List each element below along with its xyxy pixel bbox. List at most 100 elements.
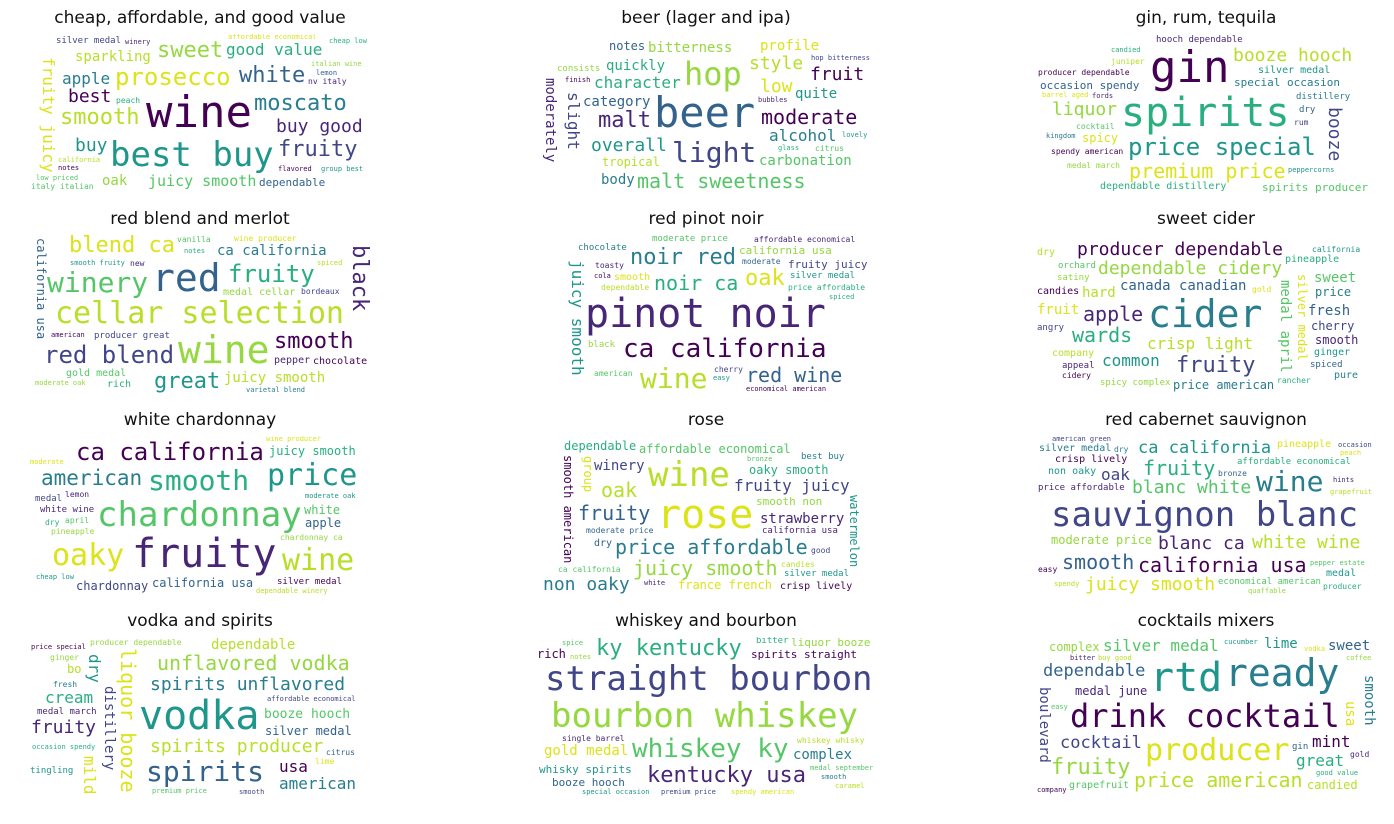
cloud-word: canada canadian bbox=[1120, 278, 1247, 294]
cloud-word: varietal blend bbox=[246, 386, 306, 394]
cloud-word: low bbox=[760, 76, 793, 97]
cloud-word: unflavored vodka bbox=[157, 651, 350, 675]
cloud-word: medal march bbox=[37, 707, 97, 717]
cloud-word: fruity bbox=[578, 501, 651, 525]
cloud-word: wine bbox=[648, 455, 730, 495]
cloud-word: fruit bbox=[810, 64, 865, 85]
cloud-word: pineapple bbox=[1277, 439, 1332, 450]
cloud-word: wine bbox=[640, 362, 708, 395]
cloud-word: tingling bbox=[30, 766, 74, 776]
cloud-word: style bbox=[749, 53, 804, 74]
cloud-word: american bbox=[279, 774, 357, 793]
cloud-word: gold medal bbox=[544, 743, 629, 759]
cloud-word: california bbox=[58, 156, 101, 164]
cloud-word: caramel bbox=[835, 782, 865, 790]
cloud-word: white wine bbox=[40, 505, 95, 515]
panel-4: red pinot noir pinot noir noir ca ca calif… bbox=[536, 207, 876, 403]
cloud-word: silver medal bbox=[1258, 65, 1331, 76]
cloud-word: lovely bbox=[842, 131, 868, 139]
panel-title: red cabernet sauvignon bbox=[1105, 410, 1307, 430]
cloud-word: california bbox=[1312, 245, 1361, 254]
cloud-word: dry bbox=[1037, 247, 1056, 258]
cloud-word: juicy smooth bbox=[224, 370, 326, 386]
cloud-word: silver medal bbox=[56, 36, 122, 46]
cloud-word: juicy smooth bbox=[1085, 574, 1216, 595]
cloud-word: california usa bbox=[34, 238, 48, 340]
word-cloud: pinot noir noir ca ca california juicy smoo… bbox=[536, 235, 876, 395]
cloud-word: moderate price bbox=[586, 526, 654, 535]
cloud-word: kentucky usa bbox=[647, 763, 806, 788]
cloud-word: usa bbox=[1342, 701, 1358, 727]
cloud-word: blanc ca bbox=[1158, 533, 1245, 554]
cloud-word: great bbox=[154, 369, 221, 394]
panel-7: rose rose price affordable wine fruity juicy… bbox=[536, 408, 876, 604]
cloud-word: notes bbox=[609, 39, 646, 53]
cloud-word: common bbox=[1102, 351, 1160, 370]
cloud-word: appeal bbox=[1062, 361, 1095, 371]
cloud-word: white bbox=[239, 63, 306, 88]
cloud-word: chocolate bbox=[578, 243, 627, 253]
cloud-word: premium price bbox=[152, 787, 207, 795]
cloud-word: low priced bbox=[36, 174, 79, 182]
cloud-word: liquor bbox=[1052, 99, 1118, 120]
cloud-word: angry bbox=[1037, 323, 1065, 333]
cloud-word: medal september bbox=[810, 764, 874, 772]
word-cloud: rose price affordable wine fruity juicy smoo… bbox=[536, 436, 876, 596]
cloud-word: boulevard bbox=[1036, 687, 1052, 763]
cloud-word: silver medal bbox=[277, 577, 343, 587]
cloud-word: sweet bbox=[1314, 270, 1357, 286]
cloud-word: fruity bbox=[31, 717, 97, 738]
cloud-word: consists bbox=[557, 64, 601, 74]
cloud-word: strawberry bbox=[760, 511, 845, 527]
word-cloud: chardonnay fruity smooth ca california price… bbox=[30, 436, 370, 596]
cloud-word: premium price bbox=[1129, 159, 1286, 183]
cloud-word: ca california bbox=[623, 334, 827, 364]
cloud-word: kingdom bbox=[1046, 132, 1076, 140]
cloud-word: apple bbox=[305, 516, 342, 530]
cloud-word: great bbox=[1296, 751, 1345, 770]
panel-3: red blend and merlot cellar selection red… bbox=[30, 207, 370, 403]
cloud-word: moderate bbox=[761, 105, 858, 129]
cloud-word: italian wine bbox=[311, 60, 362, 68]
cloud-word: orchard bbox=[1058, 261, 1096, 271]
cloud-word: silver medal bbox=[1039, 443, 1112, 454]
cloud-word: group bbox=[581, 456, 595, 493]
cloud-word: wine bbox=[282, 543, 355, 578]
cloud-word: slight bbox=[564, 92, 583, 150]
cloud-word: apple bbox=[1083, 302, 1144, 326]
cloud-word: spicy complex bbox=[1100, 378, 1171, 388]
cloud-word: overall bbox=[591, 135, 667, 156]
cloud-word: wine producer bbox=[266, 436, 321, 443]
cloud-word: spiced bbox=[317, 259, 343, 267]
cloud-word: spirits producer bbox=[150, 736, 324, 757]
panel-5: sweet cider cider crisp light canada canad… bbox=[1036, 207, 1376, 403]
panel-title: cheap, affordable, and good value bbox=[54, 8, 346, 28]
cloud-word: body bbox=[601, 172, 635, 188]
panel-9: vodka and spirits vodka liquor booze spiri… bbox=[30, 609, 370, 805]
cloud-word: bubbles bbox=[758, 96, 788, 104]
cloud-word: dependable bbox=[211, 637, 296, 653]
cloud-word: price affordable bbox=[1038, 483, 1125, 493]
cloud-word: spirits bbox=[1121, 90, 1290, 136]
cloud-word: crisp lively bbox=[1055, 454, 1128, 465]
cloud-word: oak bbox=[1101, 465, 1130, 484]
cloud-word: oak bbox=[601, 478, 638, 502]
cloud-word: spendy american bbox=[1051, 147, 1124, 156]
cloud-word: juicy smooth bbox=[269, 444, 356, 458]
cloud-word: booze hooch bbox=[552, 776, 625, 789]
cloud-word: ginger bbox=[1314, 347, 1351, 358]
cloud-word: economical american bbox=[1218, 577, 1321, 587]
cloud-word: gold bbox=[1350, 750, 1370, 759]
cloud-word: buy good bbox=[276, 116, 363, 137]
cloud-word: fruity bbox=[228, 260, 315, 288]
cloud-word: beer bbox=[654, 88, 756, 137]
cloud-word: cucumber bbox=[1224, 638, 1258, 646]
cloud-word: smooth bbox=[239, 788, 265, 796]
cloud-word: medal cellar bbox=[223, 287, 296, 298]
cloud-word: france french bbox=[678, 578, 772, 592]
cloud-word: fruity juicy bbox=[788, 258, 868, 271]
cloud-word: best bbox=[68, 86, 112, 107]
cloud-word: peppercorns bbox=[1288, 166, 1335, 174]
cloud-word: pure bbox=[1334, 370, 1359, 381]
cloud-word: easy bbox=[1038, 565, 1058, 574]
